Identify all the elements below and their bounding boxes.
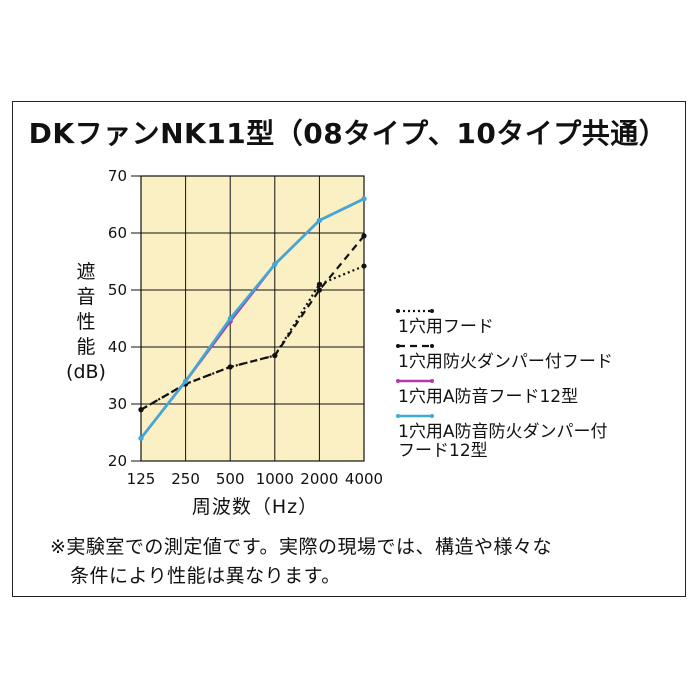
data-point [316, 287, 322, 293]
chart-title: DKファンNK11型（08タイプ、10タイプ共通） [28, 117, 668, 150]
legend-swatch-dot [430, 379, 434, 383]
legend-swatch-dot [396, 309, 400, 313]
data-point [272, 352, 278, 359]
y-axis-label-line: (dB) [66, 361, 106, 383]
legend-swatch-dot [396, 344, 400, 348]
legend-label: フード12型 [398, 441, 488, 461]
legend-label: 1穴用A防音防火ダンパー付 [398, 422, 607, 442]
x-tick-label: 2000 [300, 470, 338, 488]
footnote-line-1: ※実験室での測定値です。実際の現場では、構造や様々な [50, 536, 553, 558]
data-point [316, 281, 322, 287]
x-tick-label: 125 [127, 470, 156, 488]
y-tick-label: 70 [108, 167, 127, 185]
legend: 1穴用フード 1穴用防火ダンパー付フード 1穴用A防音フード12型 1穴用A防音防火ダ… [396, 309, 613, 461]
y-tick-label: 40 [108, 338, 127, 356]
x-tick-label: 4000 [345, 470, 383, 488]
data-point [361, 263, 367, 269]
series-line [140, 235, 365, 411]
y-axis-label-line: 遮 [76, 261, 96, 283]
plot-area: 20 30 40 50 60 70 125 250 500 1000 2000 4000 [108, 167, 383, 488]
y-axis-label: 遮 音 性 能 (dB) [56, 260, 116, 385]
data-point [227, 315, 233, 322]
data-point [272, 261, 278, 267]
y-tick-label: 60 [108, 224, 127, 242]
x-tick-label: 1000 [256, 470, 294, 488]
chart-frame [12, 101, 686, 597]
legend-swatch-dot [430, 414, 434, 418]
legend-label: 1穴用フード [398, 317, 494, 337]
y-tick-label: 50 [108, 281, 127, 299]
data-point [183, 378, 189, 384]
legend-swatch-dot [430, 344, 434, 348]
y-axis-label-line: 音 [76, 286, 96, 308]
data-point [361, 233, 367, 239]
x-tick-label: 500 [216, 470, 245, 488]
y-tick-label: 20 [108, 452, 127, 470]
footnote-line-2: 条件により性能は異なります。 [70, 565, 341, 587]
legend-swatch-dot [396, 379, 400, 383]
data-point [138, 435, 144, 441]
data-point [227, 364, 233, 370]
y-axis-label-line: 能 [76, 336, 96, 358]
data-point [316, 217, 322, 224]
legend-label: 1穴用A防音フード12型 [398, 387, 578, 407]
legend-label: 1穴用防火ダンパー付フード [398, 352, 613, 372]
legend-swatch-dot [430, 309, 434, 313]
y-tick-label: 30 [108, 395, 127, 413]
series-3 [138, 196, 367, 441]
y-axis-label-line: 性 [76, 311, 96, 333]
footnote: ※実験室での測定値です。実際の現場では、構造や様々な 条件により性能は異なります… [50, 533, 552, 591]
x-tick-label: 250 [171, 470, 200, 488]
data-point [361, 196, 367, 202]
data-point [138, 407, 144, 413]
x-axis-label: 周波数（Hz） [191, 496, 319, 518]
legend-swatch-dot [396, 414, 400, 418]
series-line [139, 197, 365, 440]
plot-background [140, 175, 365, 462]
